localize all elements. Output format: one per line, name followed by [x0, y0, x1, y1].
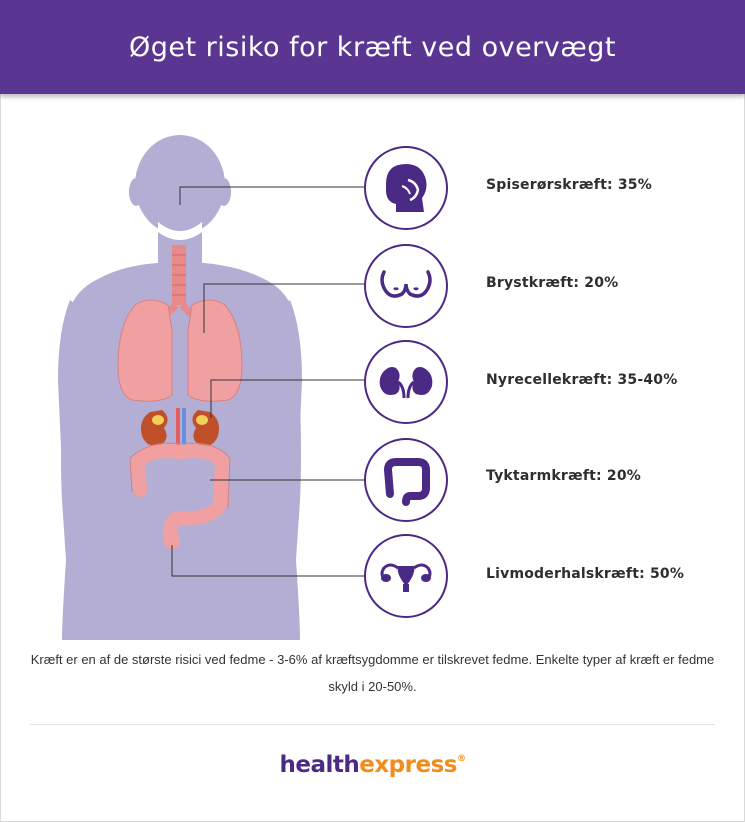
registered-mark: ® — [456, 754, 466, 764]
kidneys-icon — [364, 340, 448, 424]
colon-icon — [364, 438, 448, 522]
label-breast: Brystkræft: 20% — [486, 275, 619, 291]
neck-highlight — [158, 222, 202, 240]
rectum-organ — [164, 530, 180, 550]
footnote-text: Kræft er en af de største risici ved fed… — [30, 652, 715, 694]
kidneys-organ — [141, 408, 219, 454]
logo-part-express: express — [359, 752, 457, 778]
label-uterus: Livmoderhalskræft: 50% — [486, 566, 685, 582]
human-silhouette — [58, 135, 302, 640]
healthexpress-logo[interactable]: healthexpress® — [0, 752, 745, 778]
logo-part-health: health — [279, 752, 360, 778]
label-kidney: Nyrecellekræft: 35-40% — [486, 372, 678, 388]
colon-organ — [130, 444, 230, 542]
connector-lines — [171, 186, 364, 577]
page-title: Øget risiko for kræft ved overvægt — [128, 31, 616, 63]
breast-icon — [364, 244, 448, 328]
lungs-organ — [117, 299, 243, 402]
body-illustration — [58, 135, 364, 640]
colon-outline — [129, 442, 231, 509]
head-throat-icon — [364, 146, 448, 230]
uterus-icon — [364, 534, 448, 618]
label-esophagus: Spiserørskræft: 35% — [486, 177, 652, 193]
header-banner: Øget risiko for kræft ved overvægt — [0, 0, 745, 94]
divider — [30, 724, 715, 725]
label-colon: Tyktarmkræft: 20% — [486, 468, 642, 484]
